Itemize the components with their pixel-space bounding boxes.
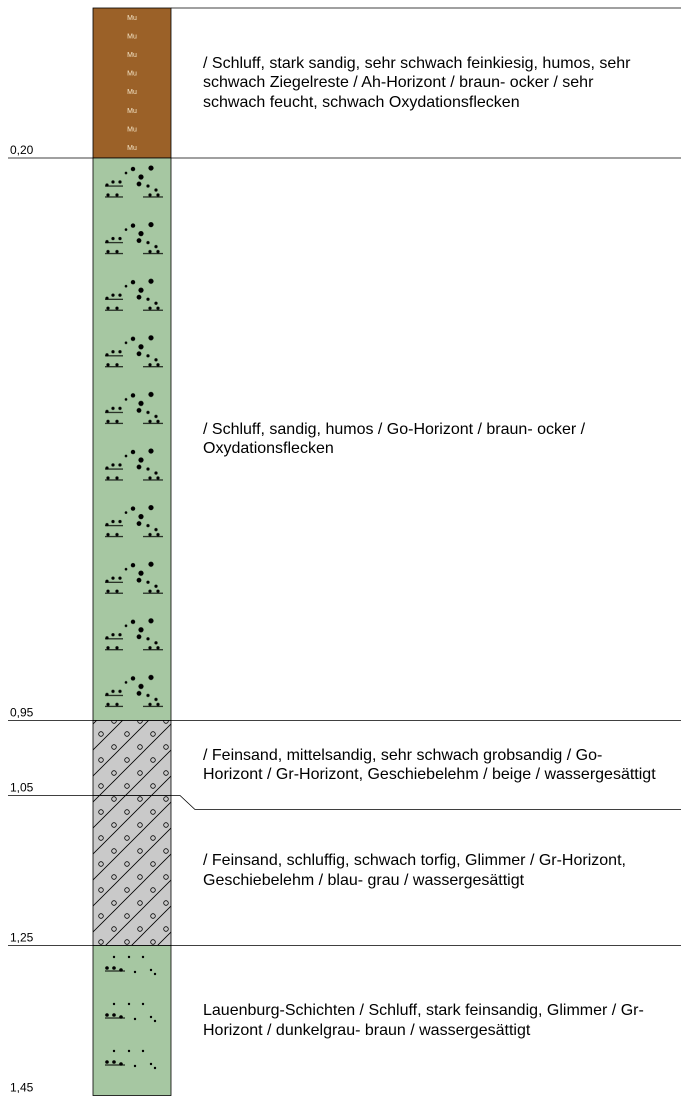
depth-label: 1,45 [10,1081,34,1095]
depth-label: 0,20 [10,143,34,157]
layer-pattern [93,721,171,796]
layer-symbol: Mu [127,33,137,40]
layer-symbol: Mu [127,126,137,133]
layer-symbol: Mu [127,108,137,115]
layer-description: / Schluff, sandig, humos / Go-Horizont /… [203,158,658,721]
layer-symbol: Mu [127,89,137,96]
depth-label: 0,95 [10,706,34,720]
layer-description: / Feinsand, schluffig, schwach torfig, G… [203,796,658,946]
layer-pattern [93,946,171,1096]
layer-description: Lauenburg-Schichten / Schluff, stark fei… [203,946,658,1096]
layer-pattern [93,158,171,721]
layer-fill [93,8,171,158]
layer-symbol: Mu [127,71,137,78]
layer-pattern [93,796,171,946]
layer-symbol: Mu [127,52,137,59]
depth-label: 1,05 [10,781,34,795]
layer-symbol: Mu [127,15,137,22]
page: MuMuMuMuMuMuMuMu0,200,951,051,251,45 (()… [0,0,681,1100]
depth-label: 1,25 [10,931,34,945]
layer-description: / Schluff, stark sandig, sehr schwach fe… [203,8,658,158]
layer-symbol: Mu [127,145,137,152]
